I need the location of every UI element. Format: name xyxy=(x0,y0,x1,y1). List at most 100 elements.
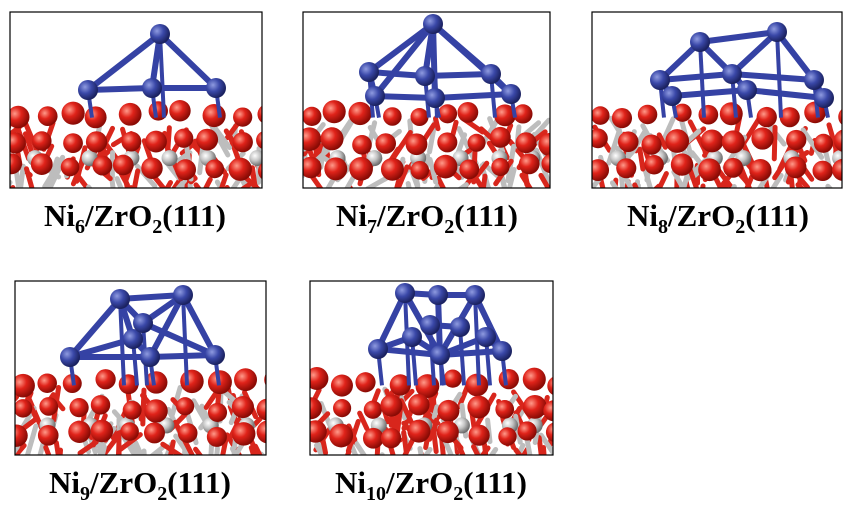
surface-bond xyxy=(394,178,401,188)
surface-bond xyxy=(433,116,441,132)
o-atom xyxy=(719,102,743,126)
o-atom xyxy=(15,373,35,398)
surface-bond xyxy=(229,446,239,455)
label-text: (111) xyxy=(162,198,226,233)
o-atom xyxy=(121,131,142,152)
panel-label: Ni8/ZrO2(111) xyxy=(627,198,809,238)
label-text: /ZrO xyxy=(376,198,444,233)
ni-atom xyxy=(133,313,153,333)
surface-bond xyxy=(771,124,778,162)
ni-atom xyxy=(450,317,470,337)
o-atom xyxy=(433,154,458,179)
o-atom xyxy=(10,153,22,175)
surface-bond xyxy=(203,176,213,188)
o-atom xyxy=(60,157,80,177)
o-atom xyxy=(37,373,57,394)
o-atom xyxy=(177,423,198,443)
o-atom xyxy=(233,107,253,127)
o-atom xyxy=(180,369,204,394)
o-atom xyxy=(37,424,59,446)
zr-atom xyxy=(249,150,262,167)
o-atom xyxy=(175,159,197,181)
surface-bond xyxy=(253,443,263,455)
surface-bond xyxy=(506,167,517,188)
surface-bond xyxy=(309,173,324,188)
o-atom xyxy=(84,106,107,129)
surface-bond xyxy=(99,444,107,455)
surface-bond xyxy=(15,394,20,403)
label-text: /ZrO xyxy=(89,465,157,500)
ni-atom xyxy=(142,78,162,98)
o-atom xyxy=(547,376,553,395)
label-text: Ni xyxy=(49,465,80,500)
label-subscript: 2 xyxy=(152,216,162,238)
o-atom xyxy=(320,127,344,151)
surface-bond xyxy=(479,445,491,455)
o-atom xyxy=(513,104,533,124)
o-atom xyxy=(92,155,113,176)
ni-o-bond xyxy=(698,41,706,118)
ni-o-bond xyxy=(181,294,189,386)
o-atom xyxy=(410,108,429,127)
o-atom xyxy=(363,400,383,419)
o-atom xyxy=(231,395,254,419)
o-atom xyxy=(756,106,777,128)
panel-border xyxy=(14,280,267,456)
o-atom xyxy=(749,159,772,182)
o-atom xyxy=(310,397,322,420)
ni-atom xyxy=(501,84,521,104)
o-atom xyxy=(231,422,256,446)
surface-bond xyxy=(203,388,221,410)
o-atom xyxy=(522,394,547,419)
surface-bond xyxy=(524,436,533,455)
o-atom xyxy=(30,153,53,175)
o-atom xyxy=(37,106,58,126)
panel-border xyxy=(9,11,263,189)
o-atom xyxy=(207,402,228,422)
label-text: Ni xyxy=(44,198,75,233)
o-atom xyxy=(380,394,403,417)
ni-o-bond xyxy=(158,33,166,118)
o-atom xyxy=(541,154,550,174)
o-atom xyxy=(10,105,30,129)
ni-atom xyxy=(425,88,445,108)
o-atom xyxy=(700,129,724,153)
o-atom xyxy=(205,159,225,179)
o-atom xyxy=(169,100,191,122)
surface-bond xyxy=(379,452,385,455)
o-atom xyxy=(310,366,329,390)
o-atom xyxy=(380,157,404,181)
o-atom xyxy=(352,135,372,155)
o-atom xyxy=(310,420,327,443)
surface-bond xyxy=(538,432,553,455)
surface-bond xyxy=(713,175,724,188)
surface-bond xyxy=(43,444,52,455)
o-atom xyxy=(303,156,322,179)
ni-atom xyxy=(110,289,130,309)
label-text: /ZrO xyxy=(385,465,453,500)
o-atom xyxy=(15,424,28,447)
o-atom xyxy=(32,131,52,151)
surface-bond xyxy=(23,166,35,188)
panel-bg xyxy=(15,281,266,455)
o-atom xyxy=(721,130,745,154)
surface-bond xyxy=(357,410,370,432)
ni-bond xyxy=(147,352,218,360)
surface-bond xyxy=(499,175,508,188)
surface-bond xyxy=(365,175,390,188)
label-text: Ni xyxy=(336,198,367,233)
o-atom xyxy=(437,399,460,422)
ni-atom xyxy=(60,347,80,367)
ni-atom xyxy=(206,78,226,98)
o-atom xyxy=(256,398,266,421)
o-atom xyxy=(232,131,253,153)
ni-atom xyxy=(804,70,824,90)
o-atom xyxy=(122,400,142,420)
ni-bond xyxy=(85,31,163,93)
surface-bond xyxy=(15,442,27,455)
o-atom xyxy=(380,427,402,449)
surface-bond xyxy=(623,176,634,188)
surface-bond xyxy=(10,179,13,188)
o-atom xyxy=(348,101,372,126)
